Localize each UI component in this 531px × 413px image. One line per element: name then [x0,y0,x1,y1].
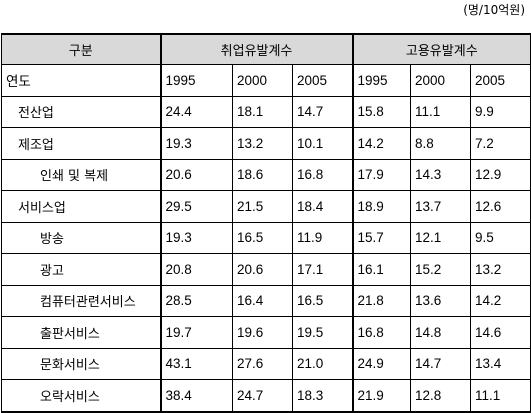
group-header: 취업유발계수 [159,33,354,65]
value-cell: 19.6 [232,316,293,349]
value-cell: 19.7 [160,316,233,349]
year-cell: 2000 [410,64,472,97]
value-cell: 13.2 [232,127,293,160]
value-cell: 10.1 [291,127,354,160]
data-row: 문화서비스 43.1 27.6 21.0 24.9 14.7 13.4 [1,347,531,380]
row-label: 컴퓨터관련서비스 [1,284,162,317]
value-cell: 12.8 [410,379,472,413]
value-cell: 15.8 [351,95,412,128]
row-label: 문화서비스 [1,347,162,380]
row-label: 광고 [1,253,162,286]
value-cell: 19.5 [291,316,354,349]
value-cell: 21.9 [351,379,412,413]
year-cell: 1995 [160,64,233,97]
value-cell: 18.4 [291,190,354,223]
value-cell: 13.7 [410,190,472,223]
row-label: 서비스업 [1,190,162,223]
data-row: 서비스업 29.5 21.5 18.4 18.9 13.7 12.6 [1,190,531,223]
value-cell: 14.3 [410,158,472,191]
value-cell: 7.2 [470,127,531,160]
value-cell: 14.8 [410,316,472,349]
value-cell: 21.5 [232,190,293,223]
row-label: 오락서비스 [1,379,162,413]
value-cell: 18.6 [232,158,293,191]
year-cell: 2000 [232,64,293,97]
header-row: 구분 취업유발계수 고용유발계수 [1,33,531,65]
value-cell: 21.0 [291,347,354,380]
data-row: 광고 20.8 20.6 17.1 16.1 15.2 13.2 [1,253,531,286]
value-cell: 13.2 [470,253,531,286]
value-cell: 16.8 [291,158,354,191]
data-row: 전산업 24.4 18.1 14.7 15.8 11.1 9.9 [1,95,531,128]
value-cell: 9.9 [470,95,531,128]
year-cell: 2005 [470,64,531,97]
value-cell: 28.5 [160,284,233,317]
value-cell: 17.9 [351,158,412,191]
unit-label: (명/10억원) [463,3,525,17]
value-cell: 12.1 [410,221,472,254]
value-cell: 20.8 [160,253,233,286]
year-row: 연도 1995 2000 2005 1995 2000 2005 [1,64,531,97]
value-cell: 13.6 [410,284,472,317]
year-label: 연도 [1,64,162,97]
value-cell: 15.2 [410,253,472,286]
value-cell: 12.6 [470,190,531,223]
value-cell: 8.8 [410,127,472,160]
value-cell: 24.4 [160,95,233,128]
value-cell: 24.7 [232,379,293,413]
value-cell: 38.4 [160,379,233,413]
value-cell: 16.1 [351,253,412,286]
value-cell: 14.7 [410,347,472,380]
value-cell: 20.6 [160,158,233,191]
value-cell: 11.1 [410,95,472,128]
corner-cell: 구분 [1,33,162,65]
value-cell: 14.6 [470,316,531,349]
value-cell: 16.5 [232,221,293,254]
data-row: 출판서비스 19.7 19.6 19.5 16.8 14.8 14.6 [1,316,531,349]
data-row: 방송 19.3 16.5 11.9 15.7 12.1 9.5 [1,221,531,254]
value-cell: 20.6 [232,253,293,286]
value-cell: 16.5 [291,284,354,317]
data-row: 오락서비스 38.4 24.7 18.3 21.9 12.8 11.1 [1,379,531,413]
value-cell: 13.4 [470,347,531,380]
value-cell: 9.5 [470,221,531,254]
row-label: 방송 [1,221,162,254]
value-cell: 18.3 [291,379,354,413]
value-cell: 18.1 [232,95,293,128]
row-label: 인쇄 및 복제 [1,158,162,191]
year-cell: 2005 [291,64,354,97]
row-label: 제조업 [1,127,162,160]
value-cell: 14.2 [351,127,412,160]
value-cell: 19.3 [160,221,233,254]
year-cell: 1995 [351,64,412,97]
row-label: 출판서비스 [1,316,162,349]
value-cell: 14.2 [470,284,531,317]
value-cell: 17.1 [291,253,354,286]
value-cell: 16.4 [232,284,293,317]
data-table: 구분 취업유발계수 고용유발계수 연도 1995 2000 2005 1995 2000 2… [1,33,531,413]
value-cell: 18.9 [351,190,412,223]
value-cell: 16.8 [351,316,412,349]
value-cell: 24.9 [351,347,412,380]
group-header: 고용유발계수 [351,33,531,65]
value-cell: 12.9 [470,158,531,191]
row-label: 전산업 [1,95,162,128]
value-cell: 11.9 [291,221,354,254]
data-row: 컴퓨터관련서비스 28.5 16.4 16.5 21.8 13.6 14.2 [1,284,531,317]
data-row: 인쇄 및 복제 20.6 18.6 16.8 17.9 14.3 12.9 [1,158,531,191]
value-cell: 21.8 [351,284,412,317]
data-row: 제조업 19.3 13.2 10.1 14.2 8.8 7.2 [1,127,531,160]
value-cell: 27.6 [232,347,293,380]
value-cell: 15.7 [351,221,412,254]
value-cell: 11.1 [470,379,531,413]
value-cell: 19.3 [160,127,233,160]
value-cell: 14.7 [291,95,354,128]
value-cell: 29.5 [160,190,233,223]
value-cell: 43.1 [160,347,233,380]
